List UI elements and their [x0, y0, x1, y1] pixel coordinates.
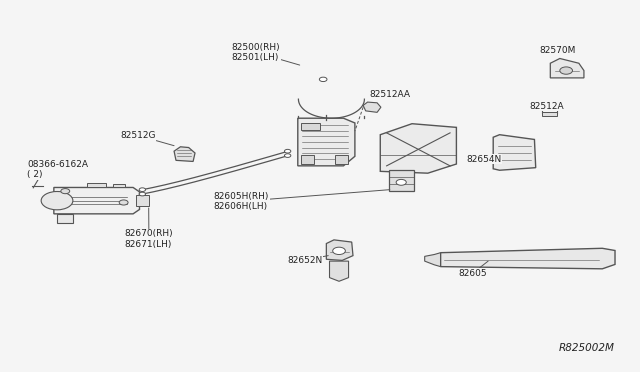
Polygon shape — [136, 195, 149, 206]
Polygon shape — [425, 253, 440, 267]
Text: 82570M: 82570M — [539, 46, 575, 55]
Text: 82652N: 82652N — [287, 256, 328, 264]
Polygon shape — [335, 155, 348, 164]
Polygon shape — [550, 58, 584, 78]
Text: B: B — [36, 167, 42, 176]
Circle shape — [284, 154, 291, 157]
Polygon shape — [301, 123, 320, 130]
Circle shape — [139, 192, 145, 196]
Text: 82605H(RH)
82606H(LH): 82605H(RH) 82606H(LH) — [213, 190, 390, 211]
Text: 82512G: 82512G — [120, 131, 174, 146]
Circle shape — [41, 192, 73, 210]
Polygon shape — [440, 248, 615, 269]
Polygon shape — [388, 170, 414, 192]
Circle shape — [29, 166, 50, 177]
Circle shape — [284, 149, 291, 153]
Circle shape — [333, 247, 346, 254]
Text: 08366-6162A
( 2): 08366-6162A ( 2) — [27, 160, 88, 179]
Polygon shape — [298, 118, 355, 166]
Polygon shape — [87, 183, 106, 187]
Polygon shape — [54, 187, 140, 214]
Text: 82512A: 82512A — [529, 102, 564, 110]
Text: 82654N: 82654N — [466, 155, 501, 164]
Polygon shape — [380, 124, 456, 173]
Text: R825002M: R825002M — [559, 343, 615, 353]
Polygon shape — [493, 135, 536, 170]
Polygon shape — [363, 102, 381, 112]
Circle shape — [61, 189, 70, 194]
Polygon shape — [174, 147, 195, 161]
Circle shape — [139, 188, 145, 192]
Polygon shape — [542, 112, 557, 116]
Text: 82605: 82605 — [458, 261, 488, 278]
Polygon shape — [330, 261, 349, 281]
Text: 82670(RH)
82671(LH): 82670(RH) 82671(LH) — [125, 208, 173, 249]
Circle shape — [319, 77, 327, 81]
Circle shape — [560, 67, 573, 74]
Polygon shape — [113, 184, 125, 187]
Text: 82512AA: 82512AA — [369, 90, 410, 99]
Circle shape — [119, 200, 128, 205]
Polygon shape — [57, 214, 73, 223]
Text: 82500(RH)
82501(LH): 82500(RH) 82501(LH) — [231, 42, 300, 65]
Polygon shape — [326, 240, 353, 260]
Polygon shape — [301, 155, 314, 164]
Circle shape — [396, 179, 406, 185]
